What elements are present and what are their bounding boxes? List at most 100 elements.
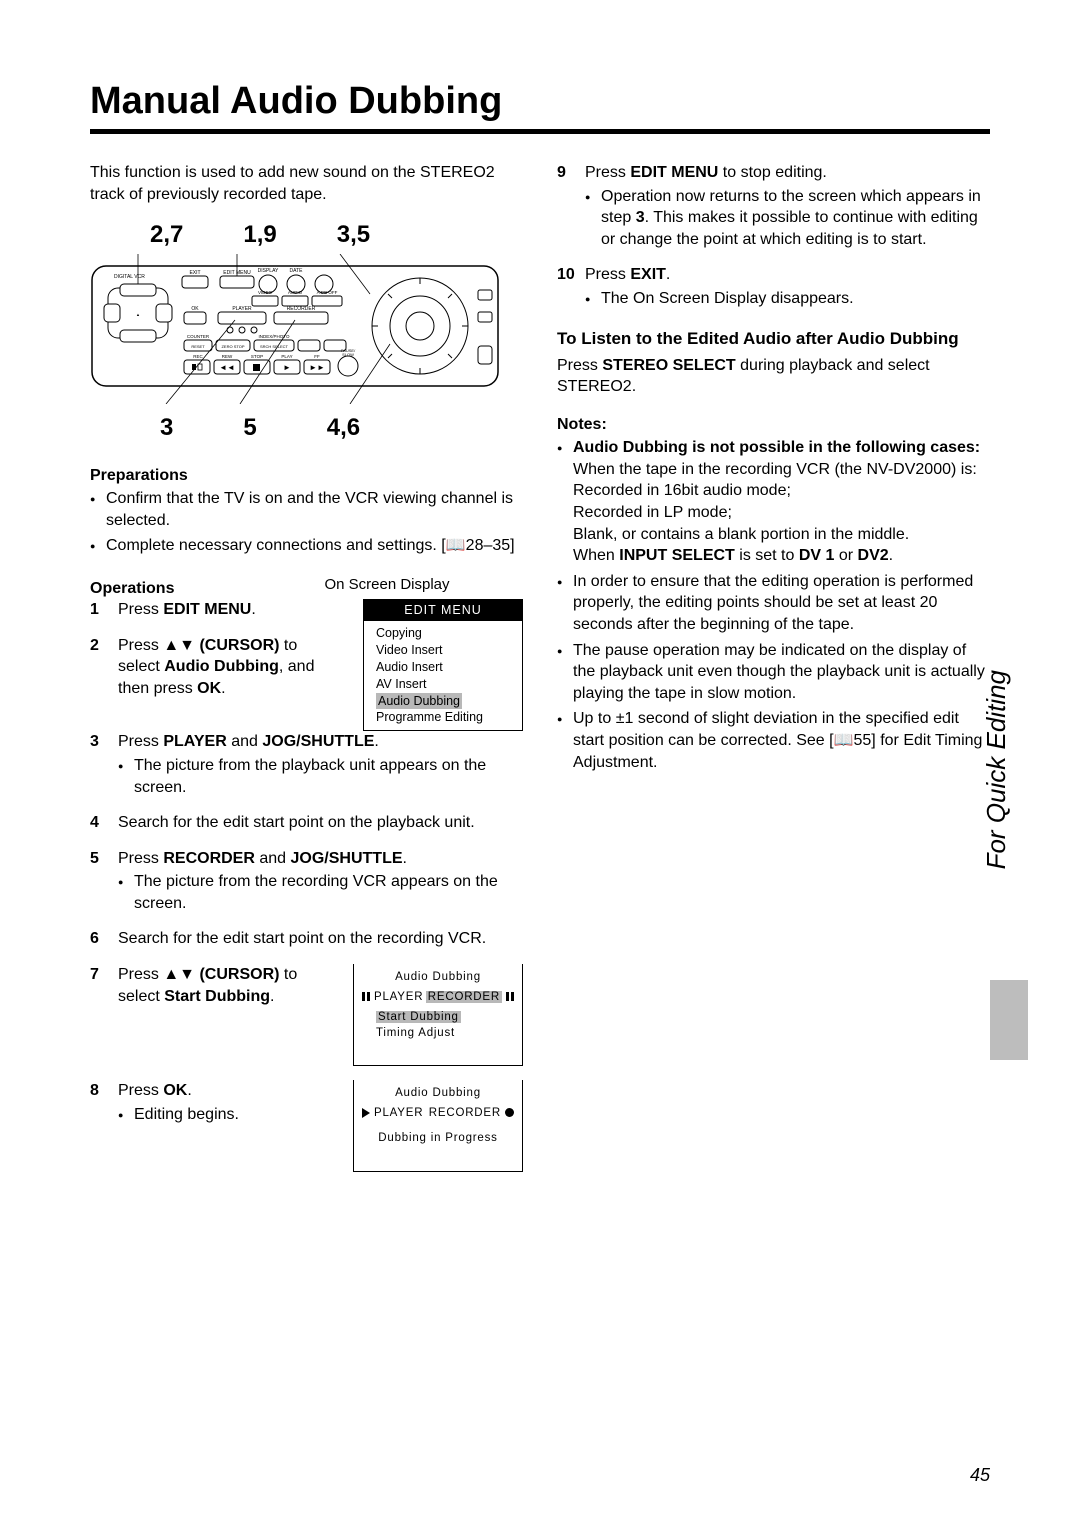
side-tab-bg [990,980,1028,1060]
pause-icon [362,991,370,1003]
step-body: Press ▲▼ (CURSOR) to select Start Dubbin… [118,964,333,1007]
sub-item: Editing begins. [118,1104,333,1126]
svg-text:SRCH SELECT: SRCH SELECT [260,344,289,349]
svg-text:REC: REC [193,354,203,359]
svg-text:PLAY: PLAY [281,354,292,359]
label: 5 [243,412,256,444]
svg-text:▲: ▲ [136,312,140,317]
edit-menu-osd: EDIT MENU CopyingVideo InsertAudio Inser… [363,599,523,731]
step-num: 5 [90,848,108,915]
svg-text:RECORDER: RECORDER [287,306,316,312]
list-item: Confirm that the TV is on and the VCR vi… [90,488,523,531]
step-body: Press EDIT MENU. [118,599,329,621]
step-4: 4 Search for the edit start point on the… [90,812,523,834]
osd-label: On Screen Display [324,575,449,595]
step-body: Search for the edit start point on the p… [118,812,523,834]
note-item: In order to ensure that the editing oper… [557,571,990,636]
step-num: 9 [557,162,575,250]
step-body: Press OK. Editing begins. [118,1080,333,1125]
svg-text:AUDIO: AUDIO [288,290,303,295]
edit-menu-title: EDIT MENU [364,600,522,621]
listen-body: Press STEREO SELECT during playback and … [557,355,990,398]
svg-text:►: ► [283,363,291,372]
svg-text:A.DB OFF: A.DB OFF [317,290,338,295]
operations-heading: Operations [90,578,174,600]
label: 3,5 [337,219,370,251]
step-body: Press PLAYER and JOG/SHUTTLE. The pictur… [118,731,523,798]
sub-item: The picture from the recording VCR appea… [118,871,523,914]
svg-text:SLOW: SLOW [342,352,354,357]
preparations-heading: Preparations [90,465,523,487]
osd-recorder: RECORDER [429,1107,501,1119]
osd-title: Audio Dubbing [362,970,514,986]
remote-svg: ▲ [90,254,500,404]
step-num: 3 [90,731,108,798]
svg-text:FF: FF [314,354,320,359]
step-num: 8 [90,1080,108,1102]
step-num: 2 [90,635,108,700]
edit-menu-items: CopyingVideo InsertAudio InsertAV Insert… [364,621,522,730]
svg-text:VIDEO: VIDEO [258,290,273,295]
svg-text:DIGITAL VCR: DIGITAL VCR [114,274,145,280]
step-5: 5 Press RECORDER and JOG/SHUTTLE. The pi… [90,848,523,915]
svg-text:ZERO STOP: ZERO STOP [221,344,244,349]
svg-text:EXIT: EXIT [189,270,200,276]
left-column: This function is used to add new sound o… [90,162,523,1186]
sub-item: The picture from the playback unit appea… [118,755,523,798]
remote-bottom-labels: 3 5 4,6 [90,412,523,444]
osd-item: Start Dubbing [376,1011,461,1023]
svg-text:DISPLAY: DISPLAY [258,268,279,274]
step-num: 7 [90,964,108,986]
play-icon [362,1108,370,1118]
osd-title: Audio Dubbing [362,1086,514,1102]
osd-item: Timing Adjust [376,1025,514,1041]
step-num: 10 [557,264,575,309]
svg-text:RESET: RESET [191,344,205,349]
remote-top-labels: 2,7 1,9 3,5 [90,219,523,251]
label: 1,9 [243,219,276,251]
step-body: Search for the edit start point on the r… [118,928,523,950]
operations-steps: 1 Press EDIT MENU. 2 Press ▲▼ (CURSOR) t… [90,599,523,1172]
osd-box-8: Audio Dubbing PLAYER RECORDER Dubbing in… [353,1080,523,1172]
svg-text:REW: REW [222,354,233,359]
svg-text:◄◄: ◄◄ [219,363,235,372]
step-9: 9 Press EDIT MENU to stop editing. Opera… [557,162,990,250]
right-column: 9 Press EDIT MENU to stop editing. Opera… [557,162,990,1186]
step-3: 3 Press PLAYER and JOG/SHUTTLE. The pict… [90,731,523,798]
page-title: Manual Audio Dubbing [90,80,990,123]
svg-text:OK: OK [191,306,199,312]
osd-recorder: RECORDER [426,991,502,1003]
side-tab: For Quick Editing [973,640,1020,899]
preparations-list: Confirm that the TV is on and the VCR vi… [90,488,523,557]
step-6: 6 Search for the edit start point on the… [90,928,523,950]
step-num: 4 [90,812,108,834]
remote-diagram: 2,7 1,9 3,5 [90,219,523,444]
note-item: The pause operation may be indicated on … [557,640,990,705]
pause-icon [506,991,514,1003]
intro-text: This function is used to add new sound o… [90,162,523,205]
svg-text:►►: ►► [309,363,325,372]
osd-player: PLAYER [374,1107,423,1119]
step-num: 1 [90,599,108,621]
osd-status: Dubbing in Progress [362,1131,514,1147]
note-item: Up to ±1 second of slight deviation in t… [557,708,990,773]
step-7: 7 Press ▲▼ (CURSOR) to select Start Dubb… [90,964,523,1066]
step-2: 2 Press ▲▼ (CURSOR) to select Audio Dubb… [90,635,329,700]
osd-box-7: Audio Dubbing PLAYER RECORDER Start Dubb… [353,964,523,1066]
step-body: Press EDIT MENU to stop editing. Operati… [585,162,990,250]
step-1: 1 Press EDIT MENU. [90,599,329,621]
rec-icon [505,1108,514,1117]
svg-text:STOP: STOP [251,354,263,359]
step-body: Press EXIT. The On Screen Display disapp… [585,264,990,309]
label: 2,7 [150,219,183,251]
title-rule [90,129,990,134]
step-num: 6 [90,928,108,950]
step-body: Press RECORDER and JOG/SHUTTLE. The pict… [118,848,523,915]
svg-text:DATE: DATE [290,268,304,274]
notes-heading: Notes: [557,414,990,436]
listen-heading: To Listen to the Edited Audio after Audi… [557,328,990,351]
sub-item: Operation now returns to the screen whic… [585,186,990,251]
osd-player: PLAYER [374,991,423,1003]
notes-list: Audio Dubbing is not possible in the fol… [557,437,990,773]
step-body: Press ▲▼ (CURSOR) to select Audio Dubbin… [118,635,329,700]
